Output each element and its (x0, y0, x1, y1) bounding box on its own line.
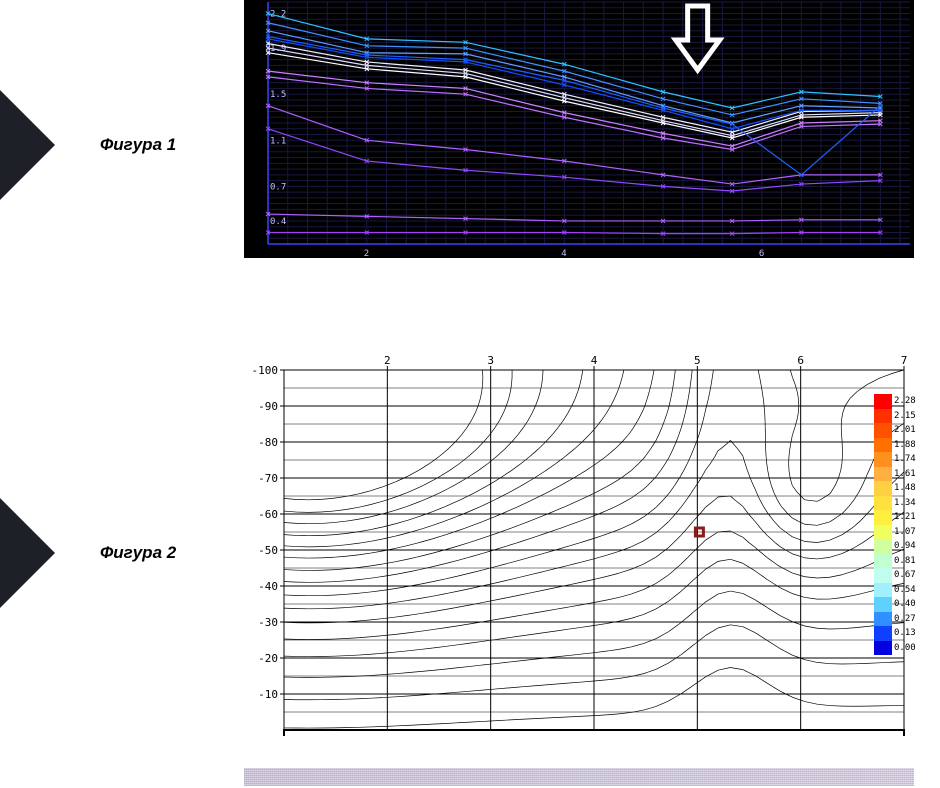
legend-value: 0.94 (894, 541, 916, 551)
legend-swatch (874, 510, 892, 525)
legend-swatch (874, 597, 892, 612)
legend-value: 2.28 (894, 396, 916, 406)
legend-value: 1.21 (894, 512, 916, 522)
legend-row: 0.40 (874, 597, 916, 612)
legend-row: 2.01 (874, 423, 916, 438)
svg-text:-20: -20 (258, 652, 278, 665)
legend-row: 1.61 (874, 467, 916, 482)
svg-text:6: 6 (759, 249, 764, 258)
fig1-chart: 0.40.71.11.51.92.2246 (244, 0, 914, 263)
svg-text:4: 4 (591, 354, 598, 367)
legend-value: 0.67 (894, 570, 916, 580)
legend-swatch (874, 409, 892, 424)
legend-swatch (874, 583, 892, 598)
svg-text:-90: -90 (258, 400, 278, 413)
svg-text:1.1: 1.1 (270, 136, 286, 146)
legend-row: 0.94 (874, 539, 916, 554)
svg-text:-70: -70 (258, 472, 278, 485)
svg-text:-50: -50 (258, 544, 278, 557)
svg-text:-100: -100 (252, 364, 279, 377)
svg-text:1.5: 1.5 (270, 90, 286, 100)
legend-swatch (874, 481, 892, 496)
legend-value: 2.15 (894, 411, 916, 421)
legend-row: 0.13 (874, 626, 916, 641)
decorative-strip (244, 768, 914, 786)
fig2-chart: 2 3 4 5 6 7 -10 -20 -30 -40 -50 -60 -70 -80 -90 -100 (244, 348, 912, 741)
svg-text:-40: -40 (258, 580, 278, 593)
legend-value: 1.34 (894, 498, 916, 508)
fig1-label: Фигура 1 (100, 135, 176, 155)
page-root: Фигура 1 0.40.71.11.51.92.2246 Фигура 2 … (0, 0, 940, 788)
svg-text:-80: -80 (258, 436, 278, 449)
legend-row: 1.48 (874, 481, 916, 496)
legend-swatch (874, 554, 892, 569)
legend-value: 0.54 (894, 585, 916, 595)
legend-swatch (874, 423, 892, 438)
legend-value: 1.88 (894, 440, 916, 450)
legend-value: 2.01 (894, 425, 916, 435)
legend-value: 0.81 (894, 556, 916, 566)
fig2-svg: 2 3 4 5 6 7 -10 -20 -30 -40 -50 -60 -70 -80 -90 -100 (244, 348, 912, 736)
svg-text:-10: -10 (258, 688, 278, 701)
legend-swatch (874, 641, 892, 656)
legend-swatch (874, 525, 892, 540)
legend-value: 0.40 (894, 599, 916, 609)
legend-row: 2.15 (874, 409, 916, 424)
legend-row: 1.88 (874, 438, 916, 453)
legend-row: 0.54 (874, 583, 916, 598)
svg-text:2: 2 (364, 249, 369, 258)
legend-row: 0.27 (874, 612, 916, 627)
legend-swatch (874, 394, 892, 409)
svg-text:0.7: 0.7 (270, 182, 286, 192)
legend-value: 1.61 (894, 469, 916, 479)
svg-text:3: 3 (487, 354, 494, 367)
legend-swatch (874, 626, 892, 641)
svg-text:7: 7 (901, 354, 908, 367)
svg-text:-60: -60 (258, 508, 278, 521)
legend-value: 0.13 (894, 628, 916, 638)
legend-value: 0.27 (894, 614, 916, 624)
legend-swatch (874, 539, 892, 554)
legend-swatch (874, 612, 892, 627)
legend-value: 1.07 (894, 527, 916, 537)
svg-text:6: 6 (797, 354, 804, 367)
legend-row: 0.67 (874, 568, 916, 583)
legend-swatch (874, 568, 892, 583)
legend-swatch (874, 496, 892, 511)
legend-row: 1.74 (874, 452, 916, 467)
legend-swatch (874, 467, 892, 482)
legend-row: 1.07 (874, 525, 916, 540)
legend-value: 1.74 (894, 454, 916, 464)
svg-text:5: 5 (694, 354, 701, 367)
svg-text:4: 4 (561, 249, 566, 258)
legend-swatch (874, 438, 892, 453)
legend-value: 0.00 (894, 643, 916, 653)
svg-text:-30: -30 (258, 616, 278, 629)
legend-row: 2.28 (874, 394, 916, 409)
fig1-svg: 0.40.71.11.51.92.2246 (244, 0, 914, 258)
fig2-legend: 2.28 2.15 2.01 1.88 1.74 1.61 1.48 1.34 1.21 1.07… (874, 394, 916, 655)
svg-text:2: 2 (384, 354, 391, 367)
legend-swatch (874, 452, 892, 467)
legend-row: 0.00 (874, 641, 916, 656)
legend-row: 1.34 (874, 496, 916, 511)
svg-text:0.4: 0.4 (270, 217, 286, 227)
legend-row: 1.21 (874, 510, 916, 525)
fig2-label: Фигура 2 (100, 543, 176, 563)
legend-row: 0.81 (874, 554, 916, 569)
legend-value: 1.48 (894, 483, 916, 493)
